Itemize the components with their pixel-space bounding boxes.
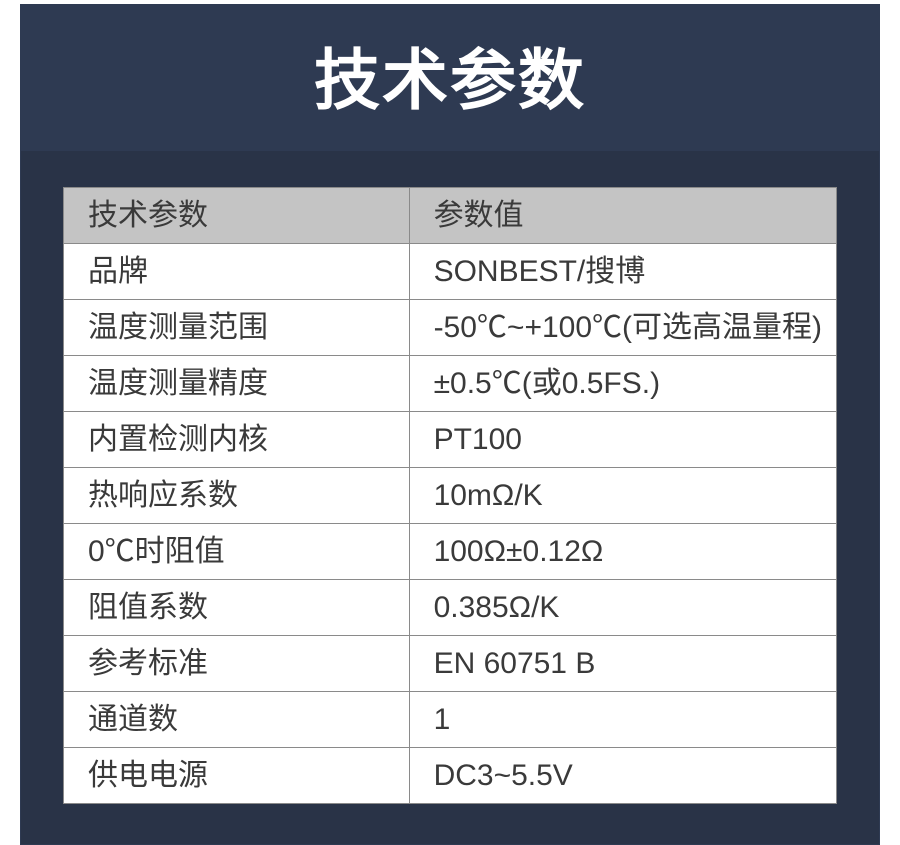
table-header-row: 技术参数 参数值 bbox=[64, 188, 837, 244]
cell-value: 10mΩ/K bbox=[409, 468, 836, 524]
spec-card: 技术参数 技术参数 参数值 品牌SONBEST/搜博温度测量范围-50℃~+10… bbox=[20, 4, 880, 845]
cell-value: ±0.5℃(或0.5FS.) bbox=[409, 356, 836, 412]
table-row: 通道数1 bbox=[64, 692, 837, 748]
table-row: 品牌SONBEST/搜博 bbox=[64, 244, 837, 300]
header-param: 技术参数 bbox=[64, 188, 410, 244]
cell-value: 100Ω±0.12Ω bbox=[409, 524, 836, 580]
spec-table: 技术参数 参数值 品牌SONBEST/搜博温度测量范围-50℃~+100℃(可选… bbox=[63, 187, 837, 804]
table-body: 品牌SONBEST/搜博温度测量范围-50℃~+100℃(可选高温量程)温度测量… bbox=[64, 244, 837, 804]
cell-value: SONBEST/搜博 bbox=[409, 244, 836, 300]
cell-param: 热响应系数 bbox=[64, 468, 410, 524]
cell-param: 通道数 bbox=[64, 692, 410, 748]
page-title: 技术参数 bbox=[21, 5, 879, 151]
table-row: 温度测量精度±0.5℃(或0.5FS.) bbox=[64, 356, 837, 412]
cell-param: 品牌 bbox=[64, 244, 410, 300]
cell-value: 1 bbox=[409, 692, 836, 748]
cell-param: 参考标准 bbox=[64, 636, 410, 692]
table-row: 内置检测内核PT100 bbox=[64, 412, 837, 468]
cell-param: 内置检测内核 bbox=[64, 412, 410, 468]
table-row: 参考标准EN 60751 B bbox=[64, 636, 837, 692]
cell-value: 0.385Ω/K bbox=[409, 580, 836, 636]
cell-param: 供电电源 bbox=[64, 748, 410, 804]
table-row: 阻值系数0.385Ω/K bbox=[64, 580, 837, 636]
table-row: 0℃时阻值100Ω±0.12Ω bbox=[64, 524, 837, 580]
cell-param: 0℃时阻值 bbox=[64, 524, 410, 580]
cell-param: 温度测量范围 bbox=[64, 300, 410, 356]
table-row: 热响应系数10mΩ/K bbox=[64, 468, 837, 524]
table-row: 温度测量范围-50℃~+100℃(可选高温量程) bbox=[64, 300, 837, 356]
table-panel: 技术参数 参数值 品牌SONBEST/搜博温度测量范围-50℃~+100℃(可选… bbox=[21, 151, 879, 844]
cell-param: 温度测量精度 bbox=[64, 356, 410, 412]
cell-value: PT100 bbox=[409, 412, 836, 468]
table-row: 供电电源DC3~5.5V bbox=[64, 748, 837, 804]
header-value: 参数值 bbox=[409, 188, 836, 244]
cell-value: -50℃~+100℃(可选高温量程) bbox=[409, 300, 836, 356]
cell-value: EN 60751 B bbox=[409, 636, 836, 692]
cell-value: DC3~5.5V bbox=[409, 748, 836, 804]
cell-param: 阻值系数 bbox=[64, 580, 410, 636]
